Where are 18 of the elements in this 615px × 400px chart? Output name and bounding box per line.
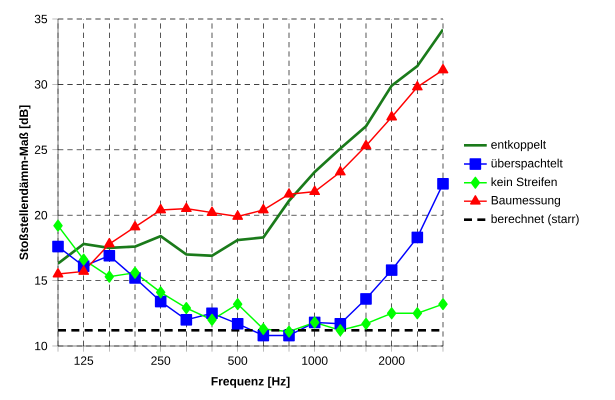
x-tick-label: 500 — [228, 356, 248, 365]
y-tick-label: 10 — [35, 342, 48, 350]
y-tick-label: 20 — [34, 210, 48, 220]
y-tick-label: 35 — [34, 14, 48, 24]
y-axis-title: Stoßstellendämm-Maß [dB] — [19, 106, 30, 260]
legend-label: kein Streifen — [492, 177, 557, 186]
y-tick-label: 15 — [35, 276, 48, 285]
x-tick-label: 2000 — [378, 356, 405, 365]
legend-label: überspachtelt — [492, 158, 563, 170]
x-tick-label: 250 — [151, 356, 170, 365]
x-axis-title: Frequenz [Hz] — [212, 376, 290, 388]
legend-label: berechnet (starr) — [492, 214, 579, 226]
legend-label: entkoppelt — [491, 140, 546, 152]
legend-label: Baumessung — [492, 196, 560, 207]
y-tick-label: 30 — [34, 80, 48, 89]
y-tick-label: 25 — [34, 146, 48, 154]
x-tick-label: 1000 — [302, 356, 328, 365]
x-tick-label: 125 — [74, 356, 94, 365]
